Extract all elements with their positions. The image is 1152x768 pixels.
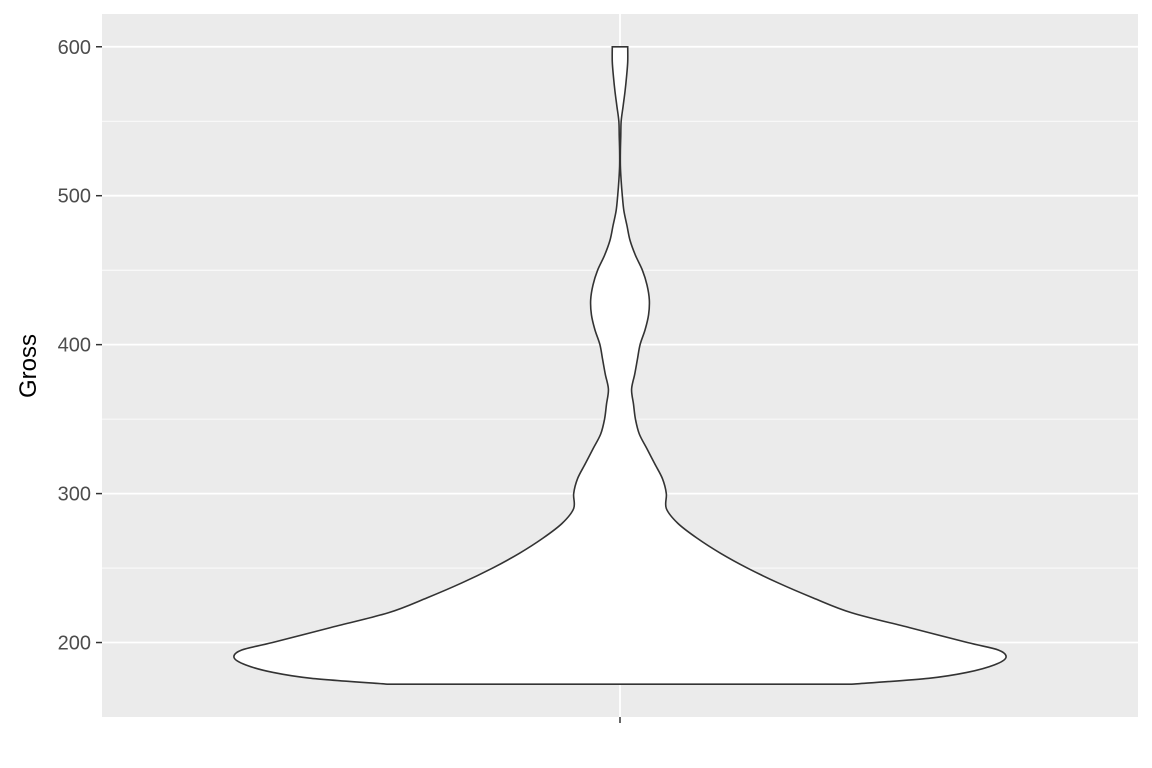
y-axis-title: Gross bbox=[15, 334, 42, 398]
y-tick-label: 200 bbox=[58, 633, 91, 655]
y-axis-ticks: 200 300 400 500 600 bbox=[58, 37, 102, 655]
y-tick-label: 400 bbox=[58, 335, 91, 357]
y-tick-label: 600 bbox=[58, 37, 91, 59]
y-tick-label: 300 bbox=[58, 484, 91, 506]
violin-shape bbox=[233, 45, 1007, 686]
y-tick-label: 500 bbox=[58, 186, 91, 208]
